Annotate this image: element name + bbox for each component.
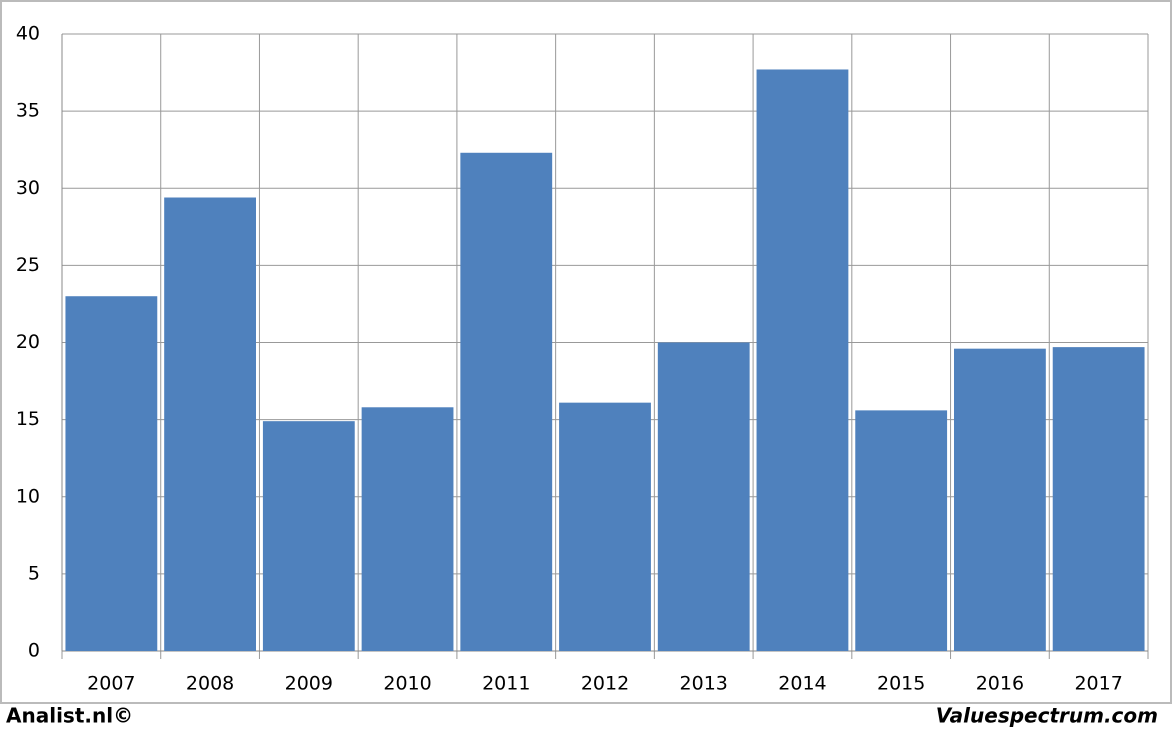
x-tick-label: 2008 — [186, 673, 234, 695]
bar — [164, 197, 256, 651]
x-tick-label: 2017 — [1074, 673, 1122, 695]
bar — [361, 407, 454, 651]
x-tick-label: 2013 — [680, 673, 728, 695]
bar — [1052, 347, 1145, 651]
y-tick-label: 35 — [16, 100, 40, 122]
x-tick-label: 2011 — [482, 673, 530, 695]
x-tick-label: 2016 — [976, 673, 1024, 695]
y-tick-label: 20 — [16, 331, 40, 353]
y-tick-label: 15 — [16, 408, 40, 430]
y-tick-label: 10 — [16, 485, 40, 507]
bar — [460, 152, 553, 651]
x-tick-label: 2007 — [87, 673, 135, 695]
footer-right: Valuespectrum.com — [936, 704, 1158, 728]
x-tick-label: 2014 — [778, 673, 826, 695]
y-tick-label: 25 — [16, 254, 40, 276]
bar — [954, 348, 1046, 651]
x-tick-label: 2010 — [383, 673, 431, 695]
bar — [657, 342, 750, 651]
x-tick-label: 2009 — [285, 673, 333, 695]
bar — [756, 69, 849, 652]
x-tick-label: 2015 — [877, 673, 925, 695]
footer-left: Analist.nl© — [6, 704, 133, 728]
bar — [559, 402, 651, 651]
bar — [65, 296, 158, 651]
x-tick-label: 2012 — [581, 673, 629, 695]
y-tick-label: 40 — [16, 23, 40, 45]
y-tick-label: 30 — [16, 177, 40, 199]
bar — [855, 410, 948, 651]
y-tick-label: 0 — [28, 640, 40, 662]
y-tick-label: 5 — [28, 562, 40, 584]
bar — [262, 421, 355, 651]
